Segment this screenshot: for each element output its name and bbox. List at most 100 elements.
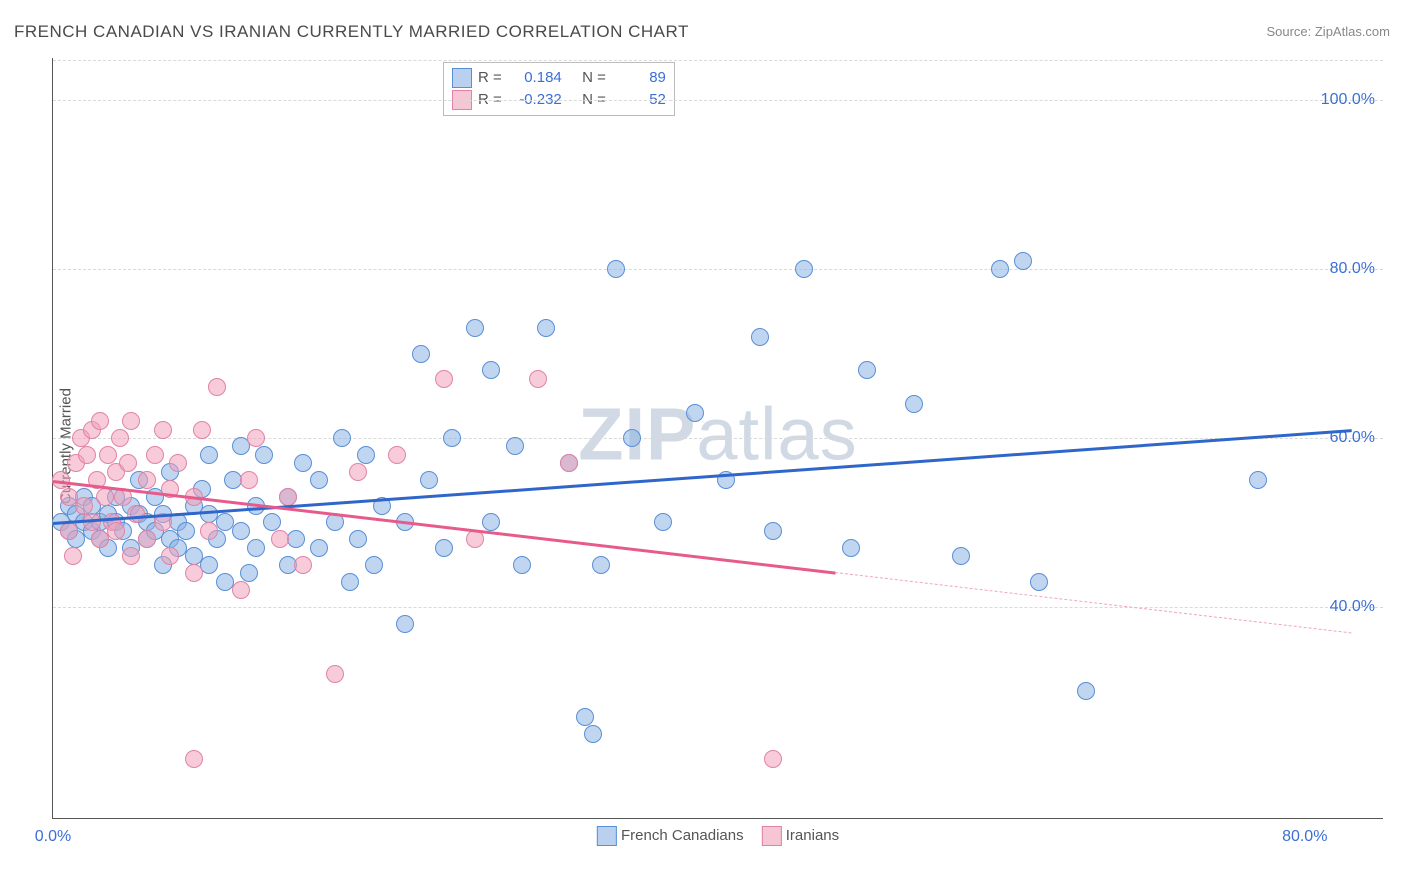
data-point (294, 454, 312, 472)
data-point (146, 446, 164, 464)
data-point (388, 446, 406, 464)
data-point (560, 454, 578, 472)
correlation-row: R = 0.184 N = 89 (452, 67, 666, 89)
data-point (482, 513, 500, 531)
watermark: ZIPatlas (578, 391, 857, 476)
series-legend: French Canadians Iranians (597, 826, 839, 846)
data-point (412, 345, 430, 363)
data-point (255, 446, 273, 464)
data-point (185, 750, 203, 768)
data-point (435, 539, 453, 557)
data-point (466, 319, 484, 337)
data-point (169, 454, 187, 472)
data-point (623, 429, 641, 447)
data-point (1077, 682, 1095, 700)
data-point (341, 573, 359, 591)
data-point (1249, 471, 1267, 489)
data-point (357, 446, 375, 464)
data-point (592, 556, 610, 574)
y-tick-label: 40.0% (1330, 598, 1375, 616)
gridline (53, 100, 1383, 101)
x-tick-label: 0.0% (35, 828, 71, 846)
data-point (64, 547, 82, 565)
data-point (435, 370, 453, 388)
data-point (795, 260, 813, 278)
data-point (200, 556, 218, 574)
data-point (60, 522, 78, 540)
data-point (349, 463, 367, 481)
data-point (607, 260, 625, 278)
data-point (584, 725, 602, 743)
y-tick-label: 100.0% (1321, 91, 1375, 109)
data-point (78, 446, 96, 464)
data-point (420, 471, 438, 489)
data-point (333, 429, 351, 447)
data-point (858, 361, 876, 379)
data-point (764, 750, 782, 768)
legend-swatch (597, 826, 617, 846)
correlation-box: R = 0.184 N = 89R = -0.232 N = 52 (443, 62, 675, 116)
data-point (991, 260, 1009, 278)
data-point (240, 564, 258, 582)
data-point (107, 522, 125, 540)
data-point (294, 556, 312, 574)
data-point (111, 429, 129, 447)
data-point (506, 437, 524, 455)
data-point (263, 513, 281, 531)
data-point (326, 665, 344, 683)
data-point (537, 319, 555, 337)
data-point (122, 412, 140, 430)
data-point (576, 708, 594, 726)
data-point (529, 370, 547, 388)
data-point (240, 471, 258, 489)
legend-swatch (762, 826, 782, 846)
data-point (310, 471, 328, 489)
data-point (952, 547, 970, 565)
data-point (513, 556, 531, 574)
data-point (279, 488, 297, 506)
x-tick-label: 80.0% (1282, 828, 1327, 846)
data-point (200, 446, 218, 464)
data-point (208, 378, 226, 396)
data-point (310, 539, 328, 557)
data-point (91, 412, 109, 430)
data-point (365, 556, 383, 574)
data-point (443, 429, 461, 447)
data-point (232, 522, 250, 540)
data-point (247, 539, 265, 557)
data-point (287, 530, 305, 548)
data-point (96, 488, 114, 506)
scatter-plot: ZIPatlas R = 0.184 N = 89R = -0.232 N = … (52, 58, 1383, 819)
legend-item: French Canadians (597, 826, 744, 846)
data-point (1014, 252, 1032, 270)
data-point (119, 454, 137, 472)
legend-swatch (452, 68, 472, 88)
data-point (177, 522, 195, 540)
data-point (842, 539, 860, 557)
data-point (138, 530, 156, 548)
data-point (482, 361, 500, 379)
data-point (686, 404, 704, 422)
gridline (53, 607, 1383, 608)
data-point (349, 530, 367, 548)
data-point (161, 547, 179, 565)
data-point (75, 497, 93, 515)
gridline (53, 60, 1383, 61)
data-point (271, 530, 289, 548)
data-point (247, 429, 265, 447)
source-label: Source: ZipAtlas.com (1266, 24, 1390, 39)
legend-item: Iranians (762, 826, 840, 846)
data-point (654, 513, 672, 531)
data-point (200, 522, 218, 540)
data-point (905, 395, 923, 413)
data-point (99, 446, 117, 464)
gridline (53, 269, 1383, 270)
data-point (138, 471, 156, 489)
data-point (193, 421, 211, 439)
data-point (185, 564, 203, 582)
data-point (232, 581, 250, 599)
data-point (122, 547, 140, 565)
data-point (127, 505, 145, 523)
data-point (154, 421, 172, 439)
chart-title: FRENCH CANADIAN VS IRANIAN CURRENTLY MAR… (14, 22, 689, 42)
